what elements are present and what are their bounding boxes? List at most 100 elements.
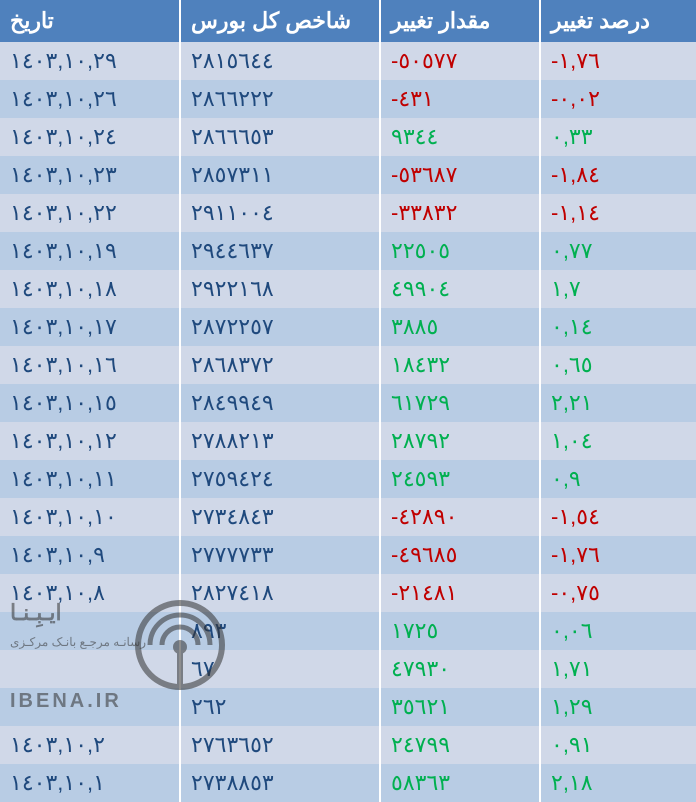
cell-change: ٥٨٣٦٣ bbox=[380, 764, 540, 802]
cell-index: ٢٨٦٦٢٢٢ bbox=[180, 80, 380, 118]
cell-index: ٢٧٣٤٨٤٣ bbox=[180, 498, 380, 536]
cell-index: ٢٧٥٩٤٢٤ bbox=[180, 460, 380, 498]
table-row: ١٤٠٣,١٠,١٨٢٩٢٢١٦٨٤٩٩٠٤١,٧ bbox=[0, 270, 696, 308]
cell-date: ١٤٠٣,١٠,١٨ bbox=[0, 270, 180, 308]
cell-change: ٢٢٥٠٥ bbox=[380, 232, 540, 270]
cell-change: ٣٨٨٥ bbox=[380, 308, 540, 346]
cell-index: ٢٦٢ bbox=[180, 688, 380, 726]
cell-percent: ٠,٩ bbox=[540, 460, 696, 498]
table-row: ١٤٠٣,١٠,١٠٢٧٣٤٨٤٣-٤٢٨٩٠-١,٥٤ bbox=[0, 498, 696, 536]
cell-date bbox=[0, 650, 180, 688]
col-header-change: مقدار تغییر bbox=[380, 0, 540, 42]
table-row: ١٤٠٣,١٠,١١٢٧٥٩٤٢٤٢٤٥٩٣٠,٩ bbox=[0, 460, 696, 498]
cell-change: -٢١٤٨١ bbox=[380, 574, 540, 612]
table-row: ١٤٠٣,١٠,٢٢٧٦٣٦٥٢٢٤٧٩٩٠,٩١ bbox=[0, 726, 696, 764]
cell-index: ٢٧٧٧٧٣٣ bbox=[180, 536, 380, 574]
cell-change: -٥٣٦٨٧ bbox=[380, 156, 540, 194]
cell-change: ١٧٢٥ bbox=[380, 612, 540, 650]
cell-percent: ٢,١٨ bbox=[540, 764, 696, 802]
cell-change: -٥٠٥٧٧ bbox=[380, 42, 540, 80]
table-row: ١٤٠٣,١٠,٢٤٢٨٦٦٦٥٣٩٣٤٤٠,٣٣ bbox=[0, 118, 696, 156]
cell-percent: -٠,٠٢ bbox=[540, 80, 696, 118]
cell-percent: -١,٨٤ bbox=[540, 156, 696, 194]
cell-date: ١٤٠٣,١٠,١٦ bbox=[0, 346, 180, 384]
cell-change: ٢٨٧٩٢ bbox=[380, 422, 540, 460]
cell-index: ٨٩٣ bbox=[180, 612, 380, 650]
cell-change: ٢٤٧٩٩ bbox=[380, 726, 540, 764]
cell-change: -٤٣١ bbox=[380, 80, 540, 118]
cell-date bbox=[0, 612, 180, 650]
cell-date: ١٤٠٣,١٠,١٧ bbox=[0, 308, 180, 346]
table-row: ١٤٠٣,١٠,٢٩٢٨١٥٦٤٤-٥٠٥٧٧-١,٧٦ bbox=[0, 42, 696, 80]
cell-percent: ١,٢٩ bbox=[540, 688, 696, 726]
table-row: ٦٧٤٧٩٣٠١,٧١ bbox=[0, 650, 696, 688]
cell-percent: ١,٠٤ bbox=[540, 422, 696, 460]
cell-percent: ٠,٠٦ bbox=[540, 612, 696, 650]
cell-change: ٤٧٩٣٠ bbox=[380, 650, 540, 688]
cell-change: -٣٣٨٣٢ bbox=[380, 194, 540, 232]
cell-date bbox=[0, 688, 180, 726]
cell-percent: -١,٧٦ bbox=[540, 536, 696, 574]
cell-index: ٢٧٨٨٢١٣ bbox=[180, 422, 380, 460]
table-row: ١٤٠٣,١٠,٢٦٢٨٦٦٢٢٢-٤٣١-٠,٠٢ bbox=[0, 80, 696, 118]
cell-date: ١٤٠٣,١٠,٢ bbox=[0, 726, 180, 764]
cell-change: ٩٣٤٤ bbox=[380, 118, 540, 156]
table-row: ١٤٠٣,١٠,١٦٢٨٦٨٣٧٢١٨٤٣٢٠,٦٥ bbox=[0, 346, 696, 384]
col-header-date: تاریخ bbox=[0, 0, 180, 42]
cell-date: ١٤٠٣,١٠,٢٩ bbox=[0, 42, 180, 80]
cell-index: ٢٨٦٦٦٥٣ bbox=[180, 118, 380, 156]
cell-percent: ١,٧ bbox=[540, 270, 696, 308]
cell-change: ٦١٧٢٩ bbox=[380, 384, 540, 422]
cell-index: ٢٨٥٧٣١١ bbox=[180, 156, 380, 194]
col-header-percent: درصد تغییر bbox=[540, 0, 696, 42]
cell-index: ٢٨٢٧٤١٨ bbox=[180, 574, 380, 612]
cell-change: -٤٩٦٨٥ bbox=[380, 536, 540, 574]
table-row: ١٤٠٣,١٠,٩٢٧٧٧٧٣٣-٤٩٦٨٥-١,٧٦ bbox=[0, 536, 696, 574]
cell-percent: ٠,٣٣ bbox=[540, 118, 696, 156]
cell-index: ٢٨٤٩٩٤٩ bbox=[180, 384, 380, 422]
cell-date: ١٤٠٣,١٠,٨ bbox=[0, 574, 180, 612]
table-row: ١٤٠٣,١٠,٢٢٢٩١١٠٠٤-٣٣٨٣٢-١,١٤ bbox=[0, 194, 696, 232]
cell-percent: ٠,٧٧ bbox=[540, 232, 696, 270]
cell-percent: ٠,١٤ bbox=[540, 308, 696, 346]
cell-percent: -١,٧٦ bbox=[540, 42, 696, 80]
table-row: ١٤٠٣,١٠,١٢٢٧٨٨٢١٣٢٨٧٩٢١,٠٤ bbox=[0, 422, 696, 460]
cell-date: ١٤٠٣,١٠,٢٣ bbox=[0, 156, 180, 194]
cell-index: ٢٧٦٣٦٥٢ bbox=[180, 726, 380, 764]
cell-index: ٦٧ bbox=[180, 650, 380, 688]
cell-date: ١٤٠٣,١٠,٩ bbox=[0, 536, 180, 574]
cell-change: ٢٤٥٩٣ bbox=[380, 460, 540, 498]
table-row: ٢٦٢٣٥٦٢١١,٢٩ bbox=[0, 688, 696, 726]
cell-percent: -١,٥٤ bbox=[540, 498, 696, 536]
cell-index: ٢٧٣٨٨٥٣ bbox=[180, 764, 380, 802]
cell-percent: -٠,٧٥ bbox=[540, 574, 696, 612]
cell-percent: ٠,٩١ bbox=[540, 726, 696, 764]
cell-index: ٢٩٤٤٦٣٧ bbox=[180, 232, 380, 270]
stock-index-table: تاریخ شاخص کل بورس مقدار تغییر درصد تغیی… bbox=[0, 0, 696, 802]
cell-date: ١٤٠٣,١٠,١٥ bbox=[0, 384, 180, 422]
cell-percent: ١,٧١ bbox=[540, 650, 696, 688]
cell-percent: ٢,٢١ bbox=[540, 384, 696, 422]
table-row: ١٤٠٣,١٠,١٧٢٨٧٢٢٥٧٣٨٨٥٠,١٤ bbox=[0, 308, 696, 346]
cell-date: ١٤٠٣,١٠,٢٢ bbox=[0, 194, 180, 232]
cell-index: ٢٨١٥٦٤٤ bbox=[180, 42, 380, 80]
table-row: ١٤٠٣,١٠,٨٢٨٢٧٤١٨-٢١٤٨١-٠,٧٥ bbox=[0, 574, 696, 612]
col-header-index: شاخص کل بورس bbox=[180, 0, 380, 42]
cell-date: ١٤٠٣,١٠,١٠ bbox=[0, 498, 180, 536]
cell-date: ١٤٠٣,١٠,٢٤ bbox=[0, 118, 180, 156]
table-row: ١٤٠٣,١٠,١٢٧٣٨٨٥٣٥٨٣٦٣٢,١٨ bbox=[0, 764, 696, 802]
cell-change: -٤٢٨٩٠ bbox=[380, 498, 540, 536]
cell-change: ١٨٤٣٢ bbox=[380, 346, 540, 384]
cell-date: ١٤٠٣,١٠,١١ bbox=[0, 460, 180, 498]
table-row: ١٤٠٣,١٠,١٩٢٩٤٤٦٣٧٢٢٥٠٥٠,٧٧ bbox=[0, 232, 696, 270]
table-row: ١٤٠٣,١٠,٢٣٢٨٥٧٣١١-٥٣٦٨٧-١,٨٤ bbox=[0, 156, 696, 194]
table-header-row: تاریخ شاخص کل بورس مقدار تغییر درصد تغیی… bbox=[0, 0, 696, 42]
cell-date: ١٤٠٣,١٠,٢٦ bbox=[0, 80, 180, 118]
table-row: ٨٩٣١٧٢٥٠,٠٦ bbox=[0, 612, 696, 650]
cell-index: ٢٨٦٨٣٧٢ bbox=[180, 346, 380, 384]
cell-index: ٢٨٧٢٢٥٧ bbox=[180, 308, 380, 346]
cell-index: ٢٩٢٢١٦٨ bbox=[180, 270, 380, 308]
cell-index: ٢٩١١٠٠٤ bbox=[180, 194, 380, 232]
cell-date: ١٤٠٣,١٠,١ bbox=[0, 764, 180, 802]
cell-date: ١٤٠٣,١٠,١٩ bbox=[0, 232, 180, 270]
